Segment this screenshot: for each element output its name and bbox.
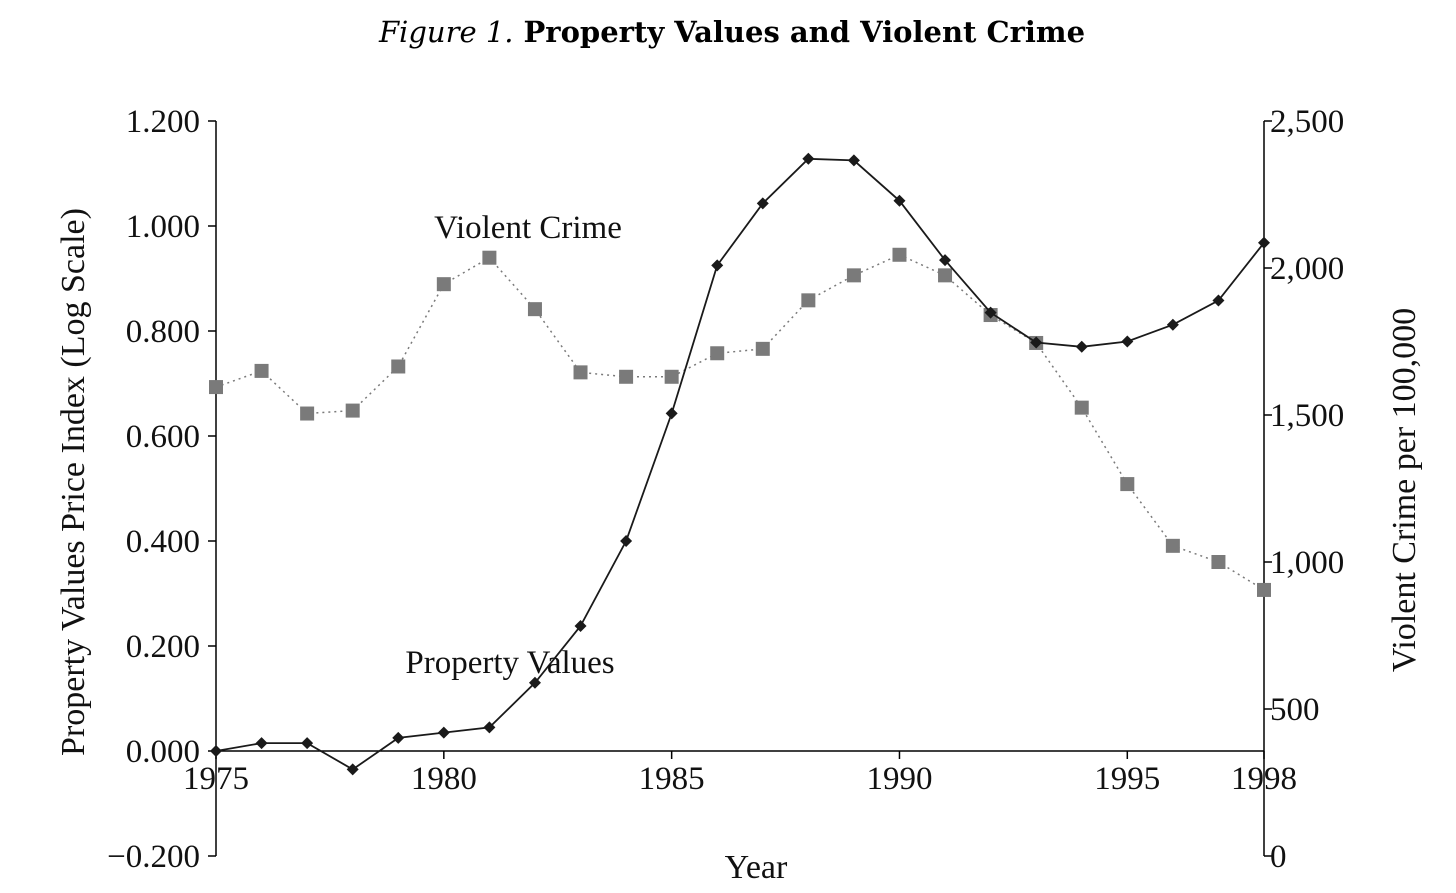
y-axis-left-label: Property Values Price Index (Log Scale)	[55, 208, 92, 756]
violent-crime-point	[527, 302, 542, 317]
y-right-tick-label: 1,500	[1270, 398, 1344, 434]
violent-crime-point	[573, 365, 588, 380]
property-values-point	[620, 535, 633, 547]
y-right-tick-label: 1,000	[1270, 545, 1344, 581]
property-values-point	[255, 737, 268, 750]
violent-crime-line	[215, 253, 1265, 591]
property-values-point	[301, 737, 314, 750]
property-values-point	[984, 306, 997, 319]
x-tick-label: 1990	[866, 761, 932, 797]
property-values-point	[1121, 335, 1134, 348]
y-right-tick-label: 0	[1270, 839, 1287, 875]
x-tick-label: 1975	[183, 761, 249, 797]
annotation-violent-crime: Violent Crime	[434, 210, 622, 246]
violent-crime-point	[345, 403, 360, 418]
violent-crime-point	[1074, 400, 1089, 415]
x-axis-label: Year	[725, 849, 788, 886]
property-values-point	[665, 407, 678, 420]
y-right-tick-label: 500	[1270, 692, 1320, 728]
property-values-point	[346, 763, 359, 776]
y-left-tick-label: 0.800	[126, 314, 200, 350]
property-values-point	[210, 745, 222, 757]
property-values-point	[1258, 236, 1270, 249]
violent-crime-point	[436, 277, 451, 292]
series-property-values	[210, 152, 1270, 776]
property-values-point	[1166, 318, 1179, 331]
property-values-point	[847, 154, 860, 167]
violent-crime-point	[1165, 538, 1180, 553]
property-values-point	[437, 726, 450, 739]
violent-crime-point	[938, 268, 953, 283]
violent-crime-point	[1257, 582, 1271, 597]
y-right-tick-label: 2,500	[1270, 104, 1344, 140]
y-left-tick-label: 0.000	[126, 734, 200, 770]
x-tick-label: 1998	[1231, 761, 1297, 797]
violent-crime-point	[619, 369, 634, 384]
violent-crime-point	[892, 247, 907, 262]
violent-crime-point	[482, 250, 497, 265]
property-values-point	[1075, 340, 1088, 353]
property-values-point	[1212, 294, 1225, 307]
property-values-point	[893, 194, 906, 207]
axes	[208, 120, 1272, 857]
violent-crime-point	[755, 341, 770, 356]
property-values-point	[392, 731, 405, 744]
violent-crime-point	[664, 369, 679, 384]
y-left-tick-label: 0.200	[126, 629, 200, 665]
violent-crime-point	[391, 359, 406, 374]
y-left-tick-label: 0.600	[126, 419, 200, 455]
series-violent-crime	[209, 247, 1271, 597]
property-values-point	[1030, 336, 1043, 349]
y-left-tick-label: −0.200	[107, 839, 200, 875]
annotation-property-values: Property Values	[405, 645, 614, 681]
violent-crime-point	[710, 346, 725, 361]
x-tick-label: 1985	[639, 761, 705, 797]
property-values-point	[574, 620, 587, 633]
tick-labels: 1.200 1.000 0.800 0.600 0.400 0.200 0.000 −0.20…	[107, 104, 1344, 875]
property-values-point	[711, 259, 724, 272]
x-tick-label: 1980	[411, 761, 477, 797]
y-left-tick-label: 1.000	[126, 209, 200, 245]
violent-crime-point	[846, 268, 861, 283]
y-left-tick-label: 0.400	[126, 524, 200, 560]
property-values-point	[756, 197, 769, 210]
violent-crime-point	[1120, 477, 1135, 492]
violent-crime-point	[1211, 555, 1226, 569]
property-values-point	[483, 721, 496, 734]
y-right-tick-label: 2,000	[1270, 251, 1344, 287]
chart-title-main: Property Values and Violent Crime	[524, 15, 1086, 49]
violent-crime-point	[254, 363, 269, 378]
property-values-point	[802, 152, 815, 165]
violent-crime-point	[209, 380, 223, 395]
chart-title: Figure 1. Property Values and Violent Cri…	[378, 15, 1085, 49]
violent-crime-point	[300, 406, 315, 421]
y-left-tick-label: 1.200	[126, 104, 200, 140]
x-tick-label: 1995	[1094, 761, 1160, 797]
y-axis-right-label: Violent Crime per 100,000	[1386, 308, 1423, 672]
property-values-line	[215, 157, 1265, 771]
violent-crime-point	[801, 293, 816, 308]
chart-title-prefix: Figure 1.	[378, 15, 514, 49]
property-values-point	[528, 676, 541, 689]
property-values-point	[939, 254, 952, 267]
